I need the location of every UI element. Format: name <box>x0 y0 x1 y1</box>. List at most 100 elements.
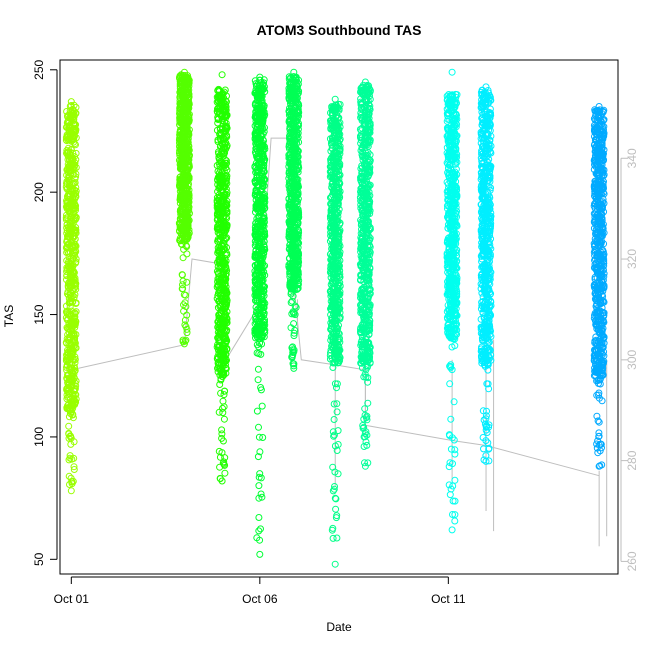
data-point <box>255 482 263 490</box>
data-point <box>255 423 262 431</box>
data-point <box>220 415 228 423</box>
data-point <box>176 227 183 234</box>
data-point <box>331 560 339 568</box>
data-point <box>71 333 79 340</box>
data-point <box>69 186 77 194</box>
data-point <box>71 120 79 128</box>
data-point <box>361 405 369 413</box>
data-point <box>63 309 71 317</box>
data-point <box>65 413 73 421</box>
data-point <box>221 454 229 462</box>
data-point <box>218 426 226 434</box>
data-point <box>67 398 75 405</box>
data-point <box>330 416 338 423</box>
scatter-series <box>62 98 80 495</box>
data-point <box>219 397 227 405</box>
data-point <box>68 478 76 486</box>
data-point <box>67 327 75 335</box>
data-point <box>65 456 73 464</box>
data-point <box>256 550 264 558</box>
data-point <box>72 344 80 352</box>
data-point <box>253 407 261 415</box>
data-point <box>70 132 78 140</box>
scatter-series <box>285 68 303 372</box>
data-point <box>69 272 77 279</box>
data-point <box>68 200 76 208</box>
data-point <box>65 258 72 266</box>
data-point <box>67 282 75 289</box>
data-point <box>64 168 72 176</box>
data-point <box>68 402 76 410</box>
data-point <box>72 331 80 338</box>
data-point <box>65 123 73 131</box>
data-point <box>67 223 75 231</box>
scatter-series <box>175 68 193 348</box>
data-point <box>65 299 73 307</box>
data-point <box>70 454 78 462</box>
data-point <box>64 384 71 392</box>
x-axis-title: Date <box>326 620 352 634</box>
data-point <box>218 71 226 79</box>
data-point <box>70 129 78 136</box>
data-point <box>64 349 72 357</box>
data-point <box>332 505 340 513</box>
data-point <box>72 282 79 290</box>
data-point <box>258 402 266 410</box>
data-point <box>333 534 341 542</box>
data-point <box>67 102 75 109</box>
data-point <box>67 151 75 159</box>
data-point <box>68 383 76 391</box>
data-point <box>70 217 78 224</box>
data-point <box>63 147 71 154</box>
data-point <box>71 159 79 167</box>
data-point <box>64 214 72 222</box>
data-point <box>71 241 79 249</box>
data-point <box>63 198 71 206</box>
data-point <box>290 68 298 76</box>
data-point <box>63 335 71 343</box>
data-point <box>72 226 80 234</box>
data-point <box>66 161 73 169</box>
data-point <box>68 307 75 315</box>
data-point <box>64 388 72 396</box>
chart-title: ATOM3 Southbound TAS <box>257 22 422 38</box>
data-point <box>179 254 187 262</box>
data-point <box>65 422 73 430</box>
data-point <box>65 472 73 480</box>
data-point <box>66 375 74 383</box>
data-point <box>70 314 78 322</box>
data-point <box>67 98 75 106</box>
data-point <box>68 275 76 283</box>
data-point <box>66 107 74 115</box>
data-point <box>63 221 71 229</box>
plot-box <box>59 59 619 575</box>
data-point <box>331 95 339 103</box>
data-point <box>179 277 187 285</box>
data-point <box>67 350 75 358</box>
data-point <box>70 463 78 471</box>
data-point <box>69 369 77 377</box>
data-point <box>63 238 71 246</box>
data-point <box>65 176 73 184</box>
data-point <box>183 250 191 258</box>
scatter-series <box>251 73 269 558</box>
data-point <box>63 391 71 399</box>
data-point <box>72 391 80 399</box>
data-point <box>66 409 74 417</box>
data-point <box>66 333 74 341</box>
data-point <box>68 351 76 358</box>
data-point <box>62 339 70 346</box>
data-point <box>65 111 73 119</box>
data-point <box>63 351 71 359</box>
data-point <box>72 141 79 149</box>
data-point <box>70 317 78 325</box>
data-point <box>67 290 75 297</box>
data-point <box>221 469 229 477</box>
data-point <box>219 404 226 412</box>
data-point <box>254 365 262 373</box>
data-point <box>66 454 74 462</box>
data-point <box>63 363 70 371</box>
data-points-layer <box>62 68 608 568</box>
